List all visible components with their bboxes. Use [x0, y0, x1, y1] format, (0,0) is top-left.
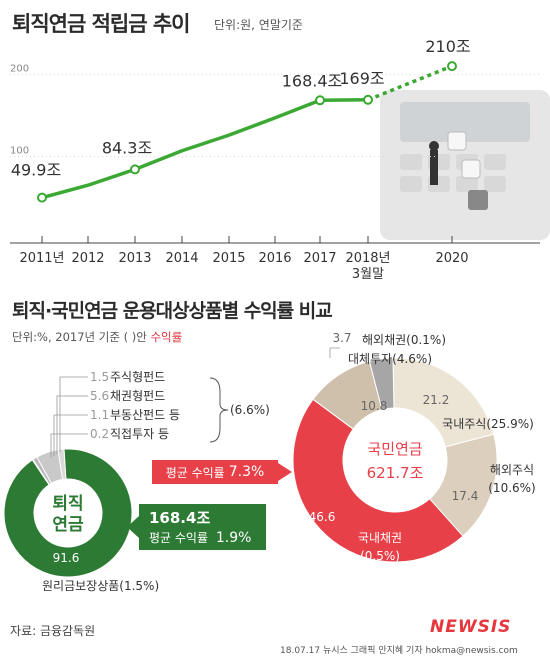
- donut-1-slice-label-2-line: 국내채권: [358, 531, 402, 545]
- donut-1-center-label-1: 621.7조: [367, 464, 424, 482]
- x-tick-label-7: 2018년 3월말: [345, 251, 390, 282]
- donut-1-slice-label-4: 해외채권(0.1%): [362, 333, 446, 347]
- x-tick-label-line: 2018년: [345, 251, 390, 266]
- donut-0-value-label-4: 91.6: [53, 551, 80, 565]
- donut-1: [292, 357, 498, 563]
- source-note: 자료: 금융감독원: [10, 624, 96, 638]
- x-tick-label-line: 2011년: [19, 251, 64, 266]
- donut-1-slice-label-2: 국내채권 (0.5%): [358, 531, 402, 563]
- nps-callout-pointer: [278, 463, 292, 481]
- x-tick-label-2: 2013: [118, 251, 151, 266]
- x-tick-label-1: 2012: [71, 251, 104, 266]
- donut-0-slice-label-3: 직접투자 등: [110, 427, 169, 441]
- donut-1-slice-label-2-line: (0.5%): [360, 549, 400, 563]
- series-line: [41, 98, 369, 200]
- x-tick-label-6: 2017: [303, 251, 336, 266]
- unit-note-prefix: 단위:%, 2017년 기준 ( )안: [12, 330, 151, 344]
- x-tick-label-3: 2014: [165, 251, 198, 266]
- donut-0-hole: [34, 479, 102, 547]
- data-label-8: 210조: [425, 37, 470, 56]
- donut-0-leader-1: [56, 395, 88, 454]
- y-tick-label-1: 200: [10, 63, 29, 74]
- x-tick-label-line: 2014: [165, 251, 198, 266]
- rp-total-value: 168.4조: [149, 509, 211, 527]
- calculator-illustration: [380, 90, 550, 240]
- credit-line: 18.07.17 뉴시스 그래픽 안지혜 기자 hokma@newsis.com: [280, 646, 518, 656]
- rp-total-callout: 168.4조 평균 수익률 1.9%: [139, 504, 266, 550]
- x-tick-label-line: 2013: [118, 251, 151, 266]
- rp-callout-pointer: [127, 516, 139, 538]
- donut-0-leader-0: [59, 376, 88, 452]
- donut-section-title: 퇴직·국민연금 운용대상상품별 수익률 비교: [12, 300, 333, 322]
- y-tick-label-0: 100: [10, 145, 29, 156]
- x-tick-label-8: 2020: [435, 251, 468, 266]
- donut-1-center-label-0: 국민연금: [367, 440, 422, 458]
- donut-0-center-label-1: 연금: [52, 515, 84, 535]
- x-tick-label-4: 2015: [212, 251, 245, 266]
- x-tick-label-line: 2015: [212, 251, 245, 266]
- data-point-7: [363, 94, 373, 105]
- donut-1-slice-label-1-line: (10.6%): [488, 481, 535, 495]
- donut-section-unit: 단위:%, 2017년 기준 ( )안 수익률: [12, 329, 182, 345]
- donut-0-leader-3: [50, 433, 88, 458]
- donut-0-slice-label-4: 원리금보장상품(1.5%): [42, 579, 159, 593]
- nps-average-callout: 평균 수익률 7.3%: [152, 460, 278, 484]
- data-label-7: 169조: [339, 69, 384, 88]
- data-point-2: [130, 164, 140, 175]
- donut-1-slice-label-0: 국내주식(25.9%): [442, 417, 534, 431]
- x-tick-label-0: 2011년: [19, 251, 64, 266]
- data-label-2: 84.3조: [102, 138, 152, 157]
- line-chart-title: 퇴직연금 적립금 추이: [12, 12, 191, 36]
- donut-0-value-label-3: 0.2: [90, 427, 109, 441]
- donut-1-value-label-2: 46.6: [309, 510, 336, 524]
- unit-note-highlight: 수익률: [150, 330, 183, 344]
- donut-0-leader-2: [53, 414, 88, 456]
- x-tick-label-line: 2016: [258, 251, 291, 266]
- x-tick-label-line: 2020: [435, 251, 468, 266]
- series-projection-line: [367, 64, 453, 102]
- x-tick-label-5: 2016: [258, 251, 291, 266]
- donut-0-group-brace: [209, 377, 229, 443]
- nps-average-prefix: 평균 수익률: [165, 465, 225, 480]
- donut-1-slice-label-1: 해외주식 (10.6%): [488, 463, 535, 495]
- nps-average-value: 7.3%: [228, 464, 265, 480]
- data-point-6: [315, 95, 325, 106]
- x-tick-label-line: 2012: [71, 251, 104, 266]
- donut-1-slice-label-3: 대체투자(4.6%): [348, 352, 432, 366]
- donut-1-slice-label-1-line: 해외주식: [490, 463, 534, 477]
- donut-0-slice-label-1: 채권형펀드: [110, 389, 165, 403]
- donut-0-group-return: (6.6%): [230, 403, 270, 417]
- donut-0-value-label-1: 5.6: [90, 389, 109, 403]
- donut-1-value-label-3: 10.8: [361, 399, 388, 413]
- x-tick-label-line: 3월말: [352, 267, 384, 282]
- donut-1-value-label-0: 21.2: [423, 393, 450, 407]
- donut-0-center-label-0: 퇴직: [52, 494, 83, 514]
- data-point-8: [447, 61, 457, 72]
- data-point-0: [37, 192, 47, 203]
- donut-0-value-label-2: 1.1: [90, 408, 109, 422]
- rp-average-text: 평균 수익률 1.9%: [149, 529, 251, 546]
- donut-1-hole: [343, 408, 447, 512]
- donut-0: [3, 448, 133, 578]
- newsis-logo: NEWSIS: [430, 617, 512, 637]
- donut-1-value-label-4: 3.7: [332, 331, 351, 345]
- donut-0-value-label-0: 1.5: [90, 370, 109, 384]
- donut-0-slice-label-0: 주식형펀드: [110, 370, 165, 384]
- donut-0-slice-label-2: 부동산펀드 등: [110, 408, 180, 422]
- x-tick-label-line: 2017: [303, 251, 336, 266]
- rp-average-prefix: 평균 수익률: [149, 531, 212, 545]
- line-chart-unit: 단위:원, 연말기준: [214, 18, 303, 32]
- rp-average-value: 1.9%: [215, 530, 252, 546]
- data-label-0: 49.9조: [11, 161, 61, 180]
- donut-1-leader-4: [329, 347, 340, 358]
- data-label-6: 168.4조: [282, 71, 343, 90]
- donut-1-value-label-1: 17.4: [452, 489, 479, 503]
